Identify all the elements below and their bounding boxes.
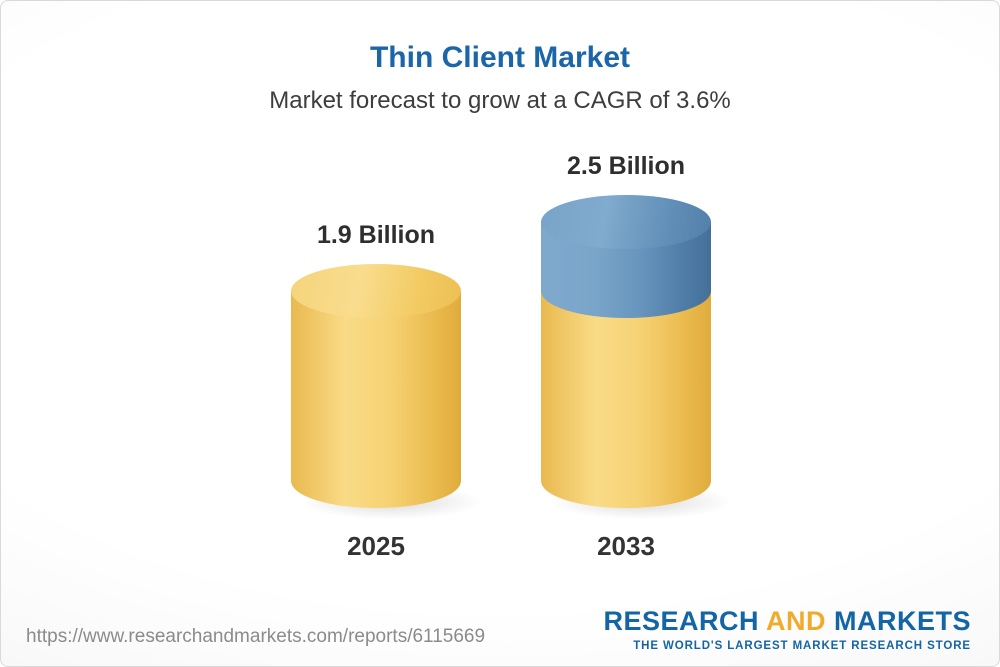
bar-2025-body [291, 290, 461, 508]
logo-word-research: RESEARCH [603, 606, 759, 636]
value-label-2033: 2.5 Billion [566, 151, 686, 180]
logo-word-markets: MARKETS [834, 606, 971, 636]
chart-title: Thin Client Market [369, 41, 631, 74]
value-label-2025: 1.9 Billion [316, 220, 436, 249]
axis-label-2025: 2025 [347, 531, 405, 561]
bar-2033-base-segment [541, 290, 711, 508]
logo-wordmark: RESEARCH AND MARKETS [603, 606, 971, 637]
bar-2033-top-ellipse [541, 194, 711, 249]
bar-2025-top-ellipse [291, 263, 461, 318]
logo-tagline: THE WORLD'S LARGEST MARKET RESEARCH STOR… [633, 640, 971, 652]
bar-2033 [541, 194, 735, 520]
research-and-markets-logo: RESEARCH AND MARKETS THE WORLD'S LARGEST… [603, 606, 971, 652]
axis-label-2033: 2033 [597, 531, 655, 561]
chart-subtitle: Market forecast to grow at a CAGR of 3.6… [269, 87, 731, 114]
report-url: https://www.researchandmarkets.com/repor… [26, 626, 486, 647]
logo-word-and: AND [765, 606, 826, 636]
bar-2025 [291, 263, 485, 520]
